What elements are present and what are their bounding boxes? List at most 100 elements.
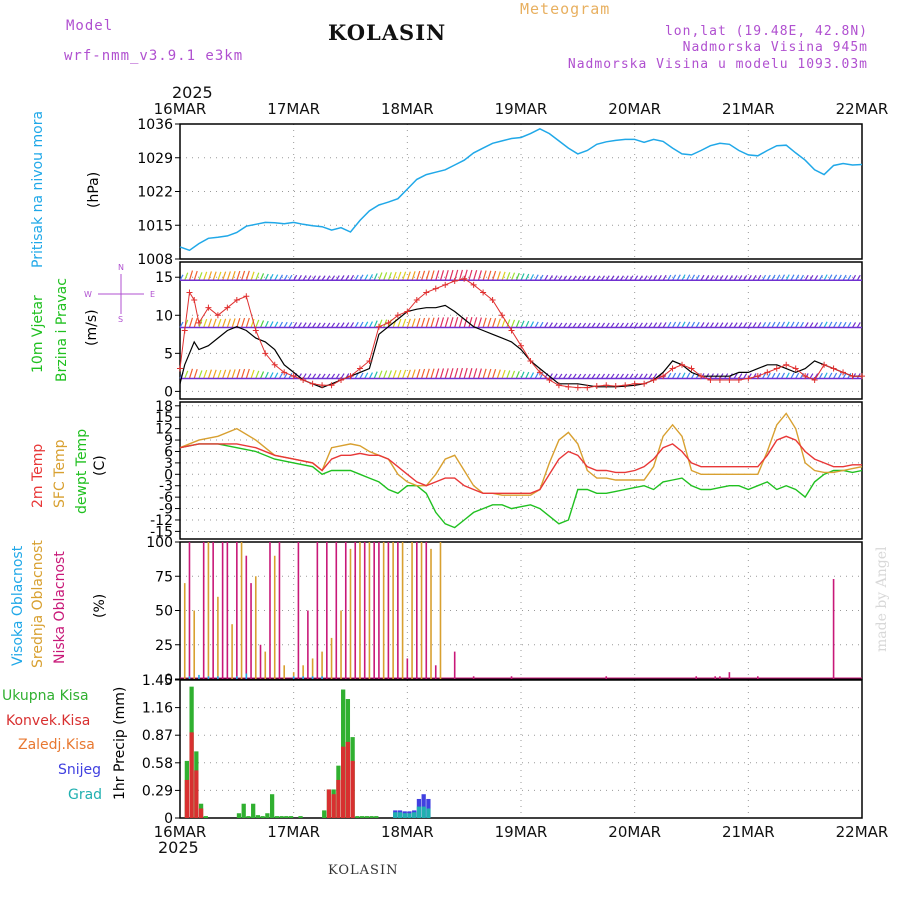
wind-barb bbox=[520, 371, 525, 379]
wind-barb bbox=[837, 274, 842, 281]
wind-barb bbox=[548, 322, 553, 328]
wind-barb bbox=[520, 320, 525, 328]
hail-bar bbox=[412, 812, 417, 818]
hail-bar bbox=[397, 812, 403, 818]
wind-barb bbox=[207, 369, 212, 379]
hail-bar bbox=[421, 806, 426, 818]
pressure-ytick-label: 1015 bbox=[137, 218, 173, 234]
wind-speed-marker bbox=[356, 365, 363, 372]
wind-speed-marker bbox=[375, 323, 382, 330]
wind-barb bbox=[695, 274, 700, 281]
wind-barb bbox=[340, 275, 345, 281]
wind-barb bbox=[482, 317, 487, 328]
wind-barb bbox=[629, 373, 634, 379]
top-xtick-label: 21MAR bbox=[722, 100, 775, 118]
wind-barb bbox=[278, 372, 283, 379]
wind-barb bbox=[648, 275, 653, 281]
wind-barb bbox=[416, 369, 421, 379]
total-precip-bar bbox=[241, 803, 246, 818]
wind-barb bbox=[643, 275, 648, 281]
wind-barb bbox=[439, 317, 445, 328]
wind-barb bbox=[198, 319, 203, 328]
wind-barb bbox=[714, 275, 719, 281]
wind-barb bbox=[435, 270, 440, 281]
wind-barb bbox=[236, 270, 241, 281]
wind-barb bbox=[771, 372, 776, 379]
wind-barb bbox=[473, 368, 478, 379]
wind-barb bbox=[743, 322, 748, 328]
hail-bar bbox=[393, 812, 398, 818]
wind-barb bbox=[634, 275, 639, 281]
cloud-axis-title-1: Visoka Oblacnost bbox=[10, 545, 26, 666]
clouds-ytick-label: 50 bbox=[155, 604, 173, 620]
wind-barb bbox=[728, 275, 733, 281]
wind-barb bbox=[420, 270, 426, 281]
wind-barb bbox=[695, 321, 700, 328]
total-precip-bar bbox=[364, 816, 369, 818]
wind-barb bbox=[444, 368, 449, 379]
temperature-ytick-label: 12 bbox=[155, 422, 173, 438]
wind-barb bbox=[766, 372, 771, 379]
wind-barb bbox=[601, 373, 606, 379]
wind-barb bbox=[354, 274, 359, 281]
total-precip-bar bbox=[322, 810, 327, 818]
wind-barb bbox=[264, 371, 269, 379]
wind-barb bbox=[193, 369, 198, 379]
wind-barb bbox=[610, 275, 615, 281]
wind-speed-marker bbox=[764, 369, 771, 376]
wind-barb bbox=[804, 322, 809, 328]
wind-barb bbox=[487, 270, 492, 281]
wind-barb bbox=[278, 321, 283, 328]
wind-barb bbox=[179, 321, 184, 328]
compass-legend: N S W E bbox=[84, 263, 155, 324]
wind-barb bbox=[520, 273, 525, 281]
wind-barb bbox=[231, 318, 236, 328]
wind-barb bbox=[724, 275, 729, 281]
wind-barb bbox=[406, 369, 411, 379]
wind-speed-marker bbox=[840, 369, 847, 376]
conv-precip-bar bbox=[326, 789, 332, 818]
wind-barb bbox=[222, 369, 227, 379]
wind-barb bbox=[430, 270, 435, 281]
wind-barb bbox=[686, 321, 691, 328]
wind-barb bbox=[605, 373, 610, 379]
wind-barb bbox=[297, 275, 302, 281]
wind-barb bbox=[397, 369, 402, 379]
wind-barb bbox=[700, 322, 705, 328]
footer-station: KOLASIN bbox=[328, 863, 398, 878]
wind-speed-marker bbox=[328, 382, 335, 389]
wind-barb bbox=[539, 274, 544, 281]
wind-barb bbox=[283, 372, 288, 379]
wind-speed-marker bbox=[603, 382, 610, 389]
wind-barb bbox=[705, 322, 710, 328]
wind-barb bbox=[601, 322, 606, 328]
wind-barb bbox=[738, 322, 743, 328]
wind-barb bbox=[667, 274, 672, 281]
wind-barb bbox=[818, 321, 823, 328]
wind-barb bbox=[762, 373, 767, 379]
wind-barb bbox=[236, 369, 241, 379]
wind-barb bbox=[302, 322, 307, 328]
wind-barb bbox=[425, 270, 430, 281]
wind-barb bbox=[667, 372, 672, 379]
wind-barb bbox=[814, 275, 819, 281]
wind-barb bbox=[539, 321, 544, 328]
wind-barb bbox=[823, 274, 828, 281]
temperature-ytick-label: 18 bbox=[155, 399, 173, 415]
wind-barb bbox=[847, 322, 852, 328]
wind-speed-marker bbox=[802, 373, 809, 380]
wind-speed-marker bbox=[821, 361, 828, 368]
wind-speed-marker bbox=[508, 327, 515, 334]
conv-precip-bar bbox=[198, 808, 204, 818]
compass-w: W bbox=[84, 290, 92, 299]
wind-barb bbox=[240, 368, 246, 379]
wind-barb bbox=[259, 371, 265, 379]
wind-barb bbox=[719, 275, 724, 281]
wind-barb bbox=[236, 318, 241, 328]
wind-barb bbox=[515, 320, 520, 328]
temperature-ytick-label: 6 bbox=[164, 444, 173, 460]
wind-barb bbox=[709, 275, 714, 281]
wind-barb bbox=[828, 372, 833, 379]
wind-barb bbox=[312, 322, 317, 328]
wind-speed-marker bbox=[186, 289, 193, 296]
